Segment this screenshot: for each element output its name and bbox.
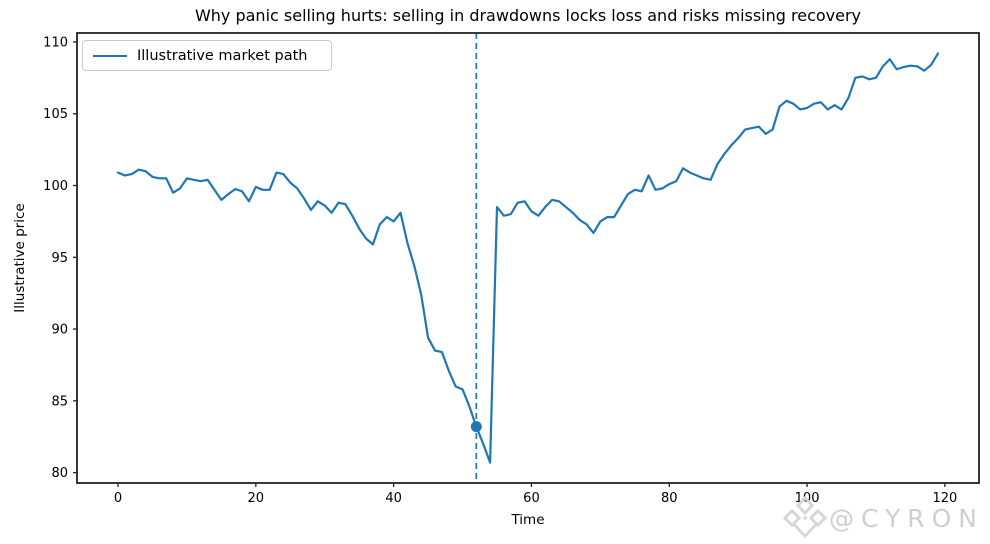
legend-line-sample bbox=[93, 54, 127, 57]
panic-sell-marker bbox=[470, 421, 482, 433]
y-tick-label: 100 bbox=[43, 179, 68, 194]
legend-label: Illustrative market path bbox=[137, 47, 308, 64]
y-tick-label: 85 bbox=[51, 394, 68, 409]
y-tick-label: 105 bbox=[43, 107, 68, 122]
x-tick-label: 80 bbox=[661, 491, 678, 506]
x-tick-label: 120 bbox=[932, 491, 957, 506]
chart-title: Why panic selling hurts: selling in draw… bbox=[194, 6, 862, 25]
x-axis-label: Time bbox=[511, 512, 545, 528]
y-tick-label: 80 bbox=[51, 466, 68, 481]
x-tick-label: 20 bbox=[248, 491, 265, 506]
y-tick-label: 110 bbox=[43, 35, 68, 50]
legend: Illustrative market path bbox=[82, 40, 332, 71]
x-tick-label: 0 bbox=[114, 491, 122, 506]
x-tick-label: 40 bbox=[385, 491, 402, 506]
market-path-line bbox=[116, 52, 940, 464]
axes-spines bbox=[76, 32, 980, 484]
gem-diamond-icon bbox=[782, 495, 828, 539]
watermark: @CYRON bbox=[782, 495, 984, 541]
y-tick-label: 90 bbox=[51, 323, 68, 338]
y-tick-label: 95 bbox=[51, 251, 68, 266]
watermark-handle: @CYRON bbox=[828, 503, 984, 533]
x-tick-label: 60 bbox=[523, 491, 540, 506]
y-axis-label: Illustrative price bbox=[12, 203, 28, 313]
